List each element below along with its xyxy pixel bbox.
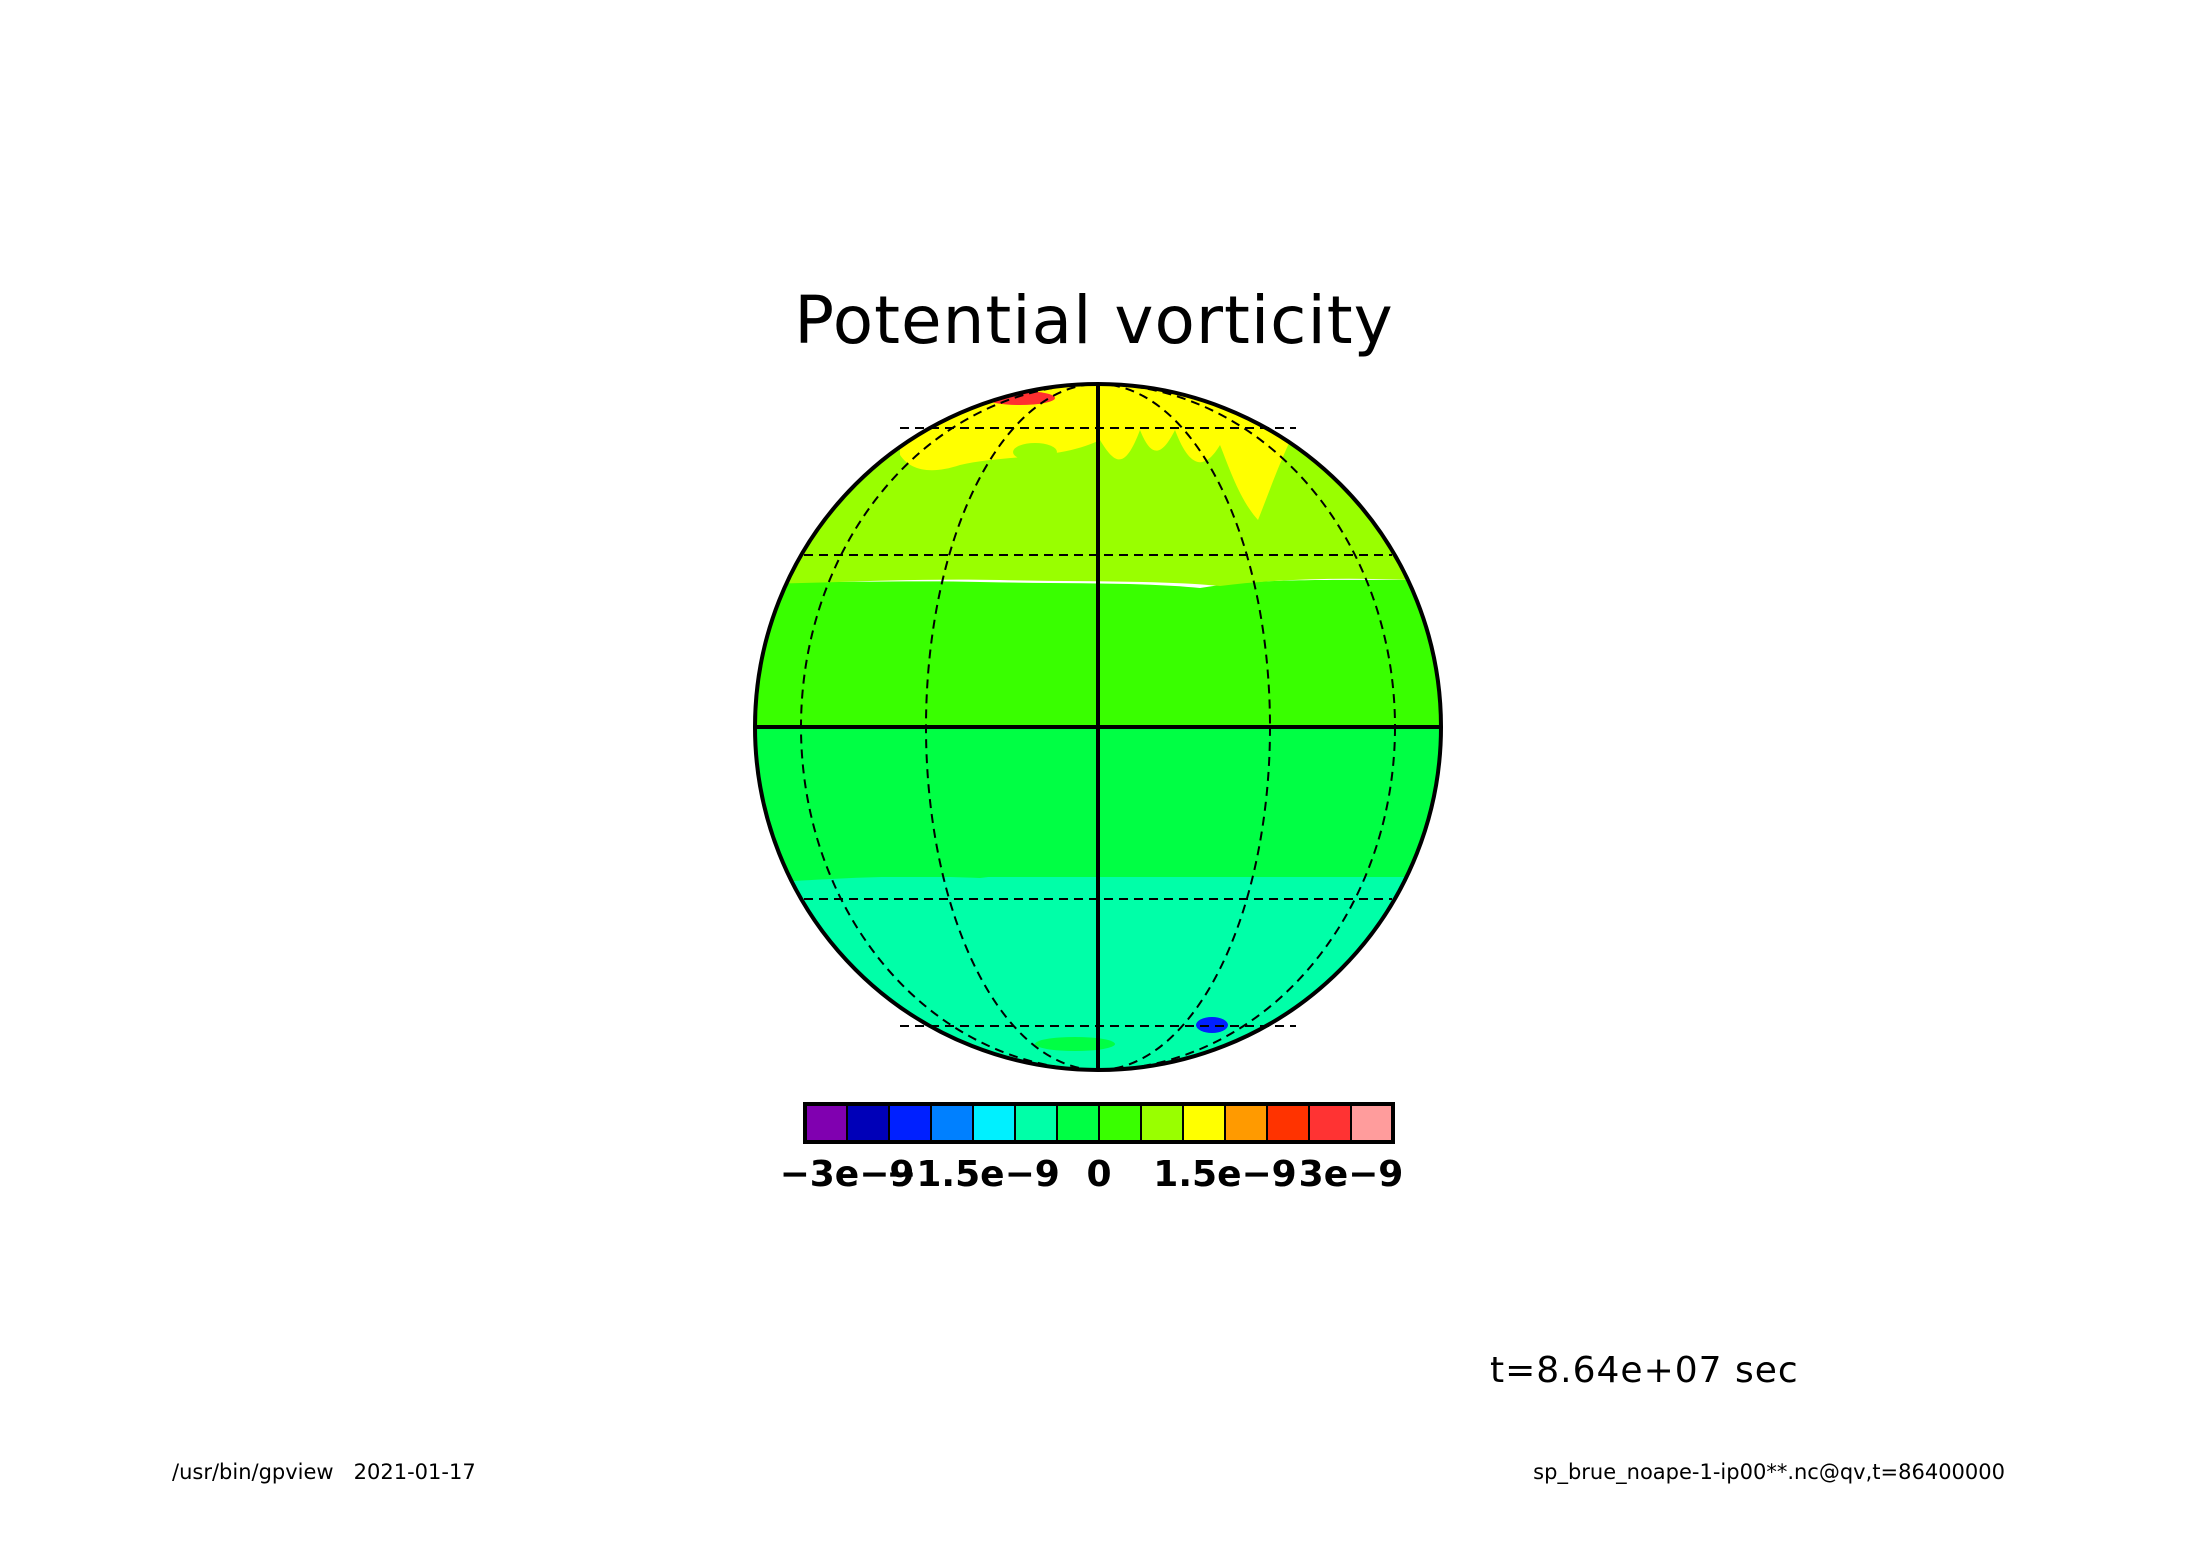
footer-source: sp_brue_noape-1-ip00**.nc@qv,t=86400000 (1533, 1460, 2005, 1484)
colorbar-swatch (1350, 1103, 1394, 1143)
colorbar-swatch (1224, 1103, 1268, 1143)
colorbar-tick-label: 1.5e−9 (1153, 1154, 1297, 1195)
colorbar-tick-label: 0 (1086, 1154, 1112, 1195)
colorbar (803, 1102, 1395, 1144)
footer-program: /usr/bin/gpview (172, 1460, 334, 1484)
band-north-yellow (900, 384, 1300, 520)
green-spot-south (1035, 1037, 1115, 1051)
colorbar-tick-label: −3e−9 (779, 1154, 915, 1195)
colorbar-tick-label: −1.5e−9 (886, 1154, 1060, 1195)
colorbar-swatch (972, 1103, 1016, 1143)
map-frame (753, 382, 1443, 1072)
colorbar-swatch (846, 1103, 890, 1143)
time-label: t=8.64e+07 sec (1490, 1350, 1799, 1391)
colorbar-swatch (1140, 1103, 1184, 1143)
colorbar-swatch (1098, 1103, 1142, 1143)
colorbar-swatch (1056, 1103, 1100, 1143)
footer-date: 2021-01-17 (353, 1460, 476, 1484)
colorbar-tick-label: 3e−9 (1298, 1154, 1404, 1195)
colorbar-swatch (1182, 1103, 1226, 1143)
colorbar-swatch (804, 1103, 848, 1143)
plot-title: Potential vorticity (794, 282, 1394, 359)
colorbar-swatch (930, 1103, 974, 1143)
colorbar-swatch (1266, 1103, 1310, 1143)
colorbar-frame (803, 1102, 1395, 1144)
yellow-patch-1 (1013, 443, 1057, 461)
blue-spot (1196, 1017, 1228, 1033)
footer-program-date: /usr/bin/gpview 2021-01-17 (172, 1460, 476, 1484)
colorbar-swatch (1308, 1103, 1352, 1143)
colorbar-swatch (1014, 1103, 1058, 1143)
colorbar-swatch (888, 1103, 932, 1143)
